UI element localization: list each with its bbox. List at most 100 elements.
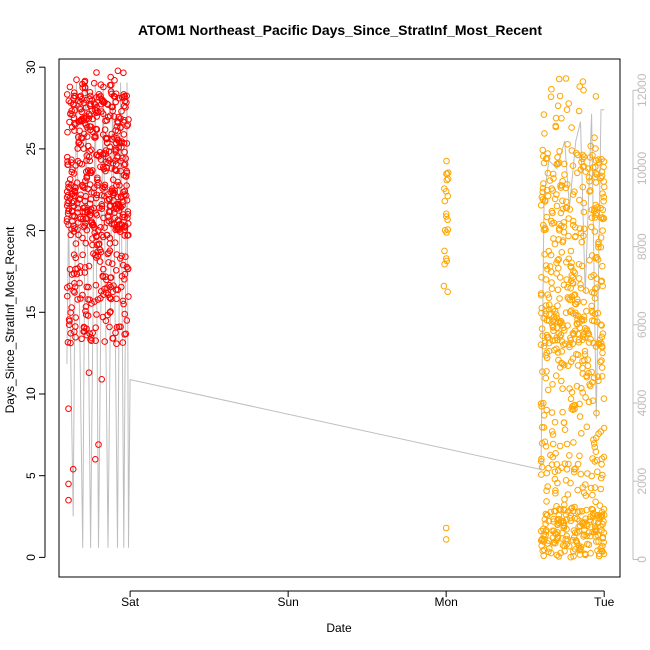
data-point bbox=[598, 357, 605, 364]
data-point bbox=[67, 110, 74, 118]
data-point bbox=[119, 339, 127, 346]
data-point bbox=[567, 337, 575, 344]
data-point bbox=[541, 130, 548, 137]
y-axis-label: Days_Since_StratInf_Most_Recent bbox=[3, 226, 17, 413]
data-point bbox=[66, 118, 73, 126]
data-point bbox=[69, 465, 77, 473]
data-point bbox=[109, 107, 116, 115]
data-point bbox=[93, 94, 100, 101]
data-point bbox=[63, 202, 71, 210]
data-point bbox=[106, 203, 114, 210]
data-point bbox=[548, 461, 556, 469]
data-point bbox=[600, 453, 608, 461]
data-point bbox=[81, 119, 89, 127]
data-point bbox=[568, 147, 576, 154]
data-point bbox=[576, 225, 584, 232]
data-point bbox=[583, 506, 590, 514]
data-point bbox=[591, 214, 599, 221]
data-point bbox=[92, 210, 100, 217]
data-point bbox=[540, 412, 548, 419]
data-point bbox=[82, 220, 89, 227]
data-point bbox=[590, 436, 597, 444]
data-point bbox=[557, 517, 565, 524]
data-point bbox=[593, 457, 601, 464]
data-point bbox=[113, 323, 121, 331]
data-point bbox=[575, 543, 583, 550]
data-point bbox=[568, 293, 576, 301]
data-point bbox=[591, 289, 598, 297]
data-point bbox=[81, 204, 88, 211]
data-point bbox=[553, 270, 560, 277]
data-point bbox=[567, 553, 575, 561]
data-point bbox=[556, 295, 563, 302]
data-point bbox=[595, 430, 602, 438]
data-point bbox=[121, 232, 128, 239]
data-point bbox=[579, 78, 587, 85]
data-point bbox=[600, 505, 608, 513]
data-point bbox=[74, 204, 81, 212]
data-point bbox=[570, 548, 577, 555]
data-point bbox=[123, 263, 131, 271]
data-point bbox=[125, 116, 132, 123]
data-point bbox=[577, 229, 585, 237]
data-point bbox=[589, 455, 596, 462]
data-point bbox=[555, 256, 563, 263]
data-point bbox=[88, 337, 95, 345]
data-point bbox=[122, 104, 129, 111]
data-point bbox=[548, 85, 555, 93]
data-point bbox=[573, 320, 581, 327]
data-point bbox=[543, 213, 551, 221]
data-point bbox=[549, 170, 557, 178]
data-point bbox=[119, 213, 127, 221]
data-point bbox=[443, 210, 450, 218]
data-point bbox=[117, 255, 124, 262]
data-point bbox=[78, 96, 86, 103]
chart-title: ATOM1 Northeast_Pacific Days_Since_Strat… bbox=[138, 22, 542, 38]
data-point bbox=[590, 317, 598, 325]
data-point bbox=[111, 77, 118, 84]
data-point bbox=[569, 406, 577, 414]
data-point bbox=[81, 83, 89, 91]
data-point bbox=[597, 428, 605, 435]
data-point bbox=[581, 347, 589, 355]
data-point bbox=[554, 286, 562, 294]
data-point bbox=[67, 339, 74, 347]
data-point bbox=[120, 91, 127, 98]
data-point bbox=[598, 373, 606, 380]
data-point bbox=[598, 333, 606, 341]
data-point bbox=[594, 468, 601, 476]
y-tick-label: 10 bbox=[24, 387, 38, 401]
data-point bbox=[557, 331, 565, 339]
data-point bbox=[103, 135, 110, 143]
data-point bbox=[70, 287, 77, 295]
data-point bbox=[90, 79, 98, 87]
data-point bbox=[552, 539, 559, 547]
data-point bbox=[92, 281, 100, 289]
data-point bbox=[97, 92, 104, 100]
data-point bbox=[93, 211, 101, 219]
data-point bbox=[95, 153, 103, 160]
secondary-line-layer bbox=[66, 82, 605, 548]
data-point bbox=[538, 274, 545, 281]
data-point bbox=[124, 265, 132, 273]
data-point bbox=[77, 141, 84, 148]
data-point bbox=[66, 317, 73, 325]
data-point bbox=[84, 296, 92, 303]
data-point bbox=[98, 201, 105, 208]
data-point bbox=[575, 275, 583, 282]
data-point bbox=[570, 553, 577, 560]
data-point bbox=[574, 460, 582, 468]
data-point bbox=[82, 239, 90, 247]
data-point bbox=[556, 148, 563, 155]
data-point bbox=[555, 553, 563, 560]
data-point bbox=[542, 520, 549, 528]
data-point bbox=[543, 487, 550, 495]
data-point bbox=[555, 511, 563, 519]
data-point bbox=[547, 508, 555, 516]
data-point bbox=[111, 214, 119, 222]
data-point bbox=[106, 294, 113, 301]
data-point bbox=[566, 452, 573, 459]
data-point bbox=[583, 423, 591, 431]
data-point bbox=[552, 507, 560, 515]
data-point bbox=[580, 153, 588, 160]
